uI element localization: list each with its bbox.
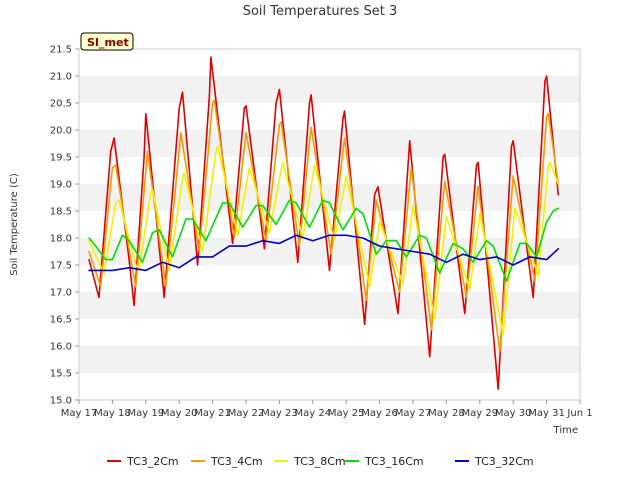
series-layer: [88, 56, 560, 390]
y-tick-label: 16.0: [50, 342, 72, 353]
grid-band: [79, 76, 580, 103]
y-tick-label: 19.5: [50, 153, 72, 164]
series-line-tc3-16cm: [88, 199, 560, 282]
y-tick-label: 15.5: [50, 369, 72, 380]
x-tick-label: May 21: [194, 408, 231, 419]
x-tick-label: May 25: [328, 408, 365, 419]
x-tick-label: May 18: [94, 408, 131, 419]
y-tick-label: 21.5: [50, 45, 72, 56]
x-tick-label: May 24: [295, 408, 332, 419]
grid-band: [79, 103, 580, 130]
x-tick-label: May 23: [261, 408, 298, 419]
legend-label: TC3_4Cm: [210, 455, 263, 468]
plot-area: [78, 48, 581, 401]
legend-label: TC3_16Cm: [364, 455, 424, 468]
x-tick-label: May 29: [462, 408, 499, 419]
x-tick-label: Jun 1: [566, 408, 592, 419]
legend-label: TC3_2Cm: [126, 455, 179, 468]
series-line-tc3-32cm: [88, 234, 560, 272]
grid-band: [79, 157, 580, 184]
grid-band: [79, 184, 580, 211]
chart-title: Soil Temperatures Set 3: [243, 4, 398, 19]
y-tick-label: 19.0: [50, 180, 72, 191]
x-tick-label: May 26: [361, 408, 398, 419]
x-tick-label: May 27: [395, 408, 432, 419]
y-axis: 15.0 15.5 16.0 16.5 17.0 17.5 18.0 18.5 19.0 19.5…: [50, 45, 79, 407]
grid-band: [79, 49, 580, 76]
x-tick-label: May 22: [228, 408, 265, 419]
y-tick-label: 18.5: [50, 207, 72, 218]
x-tick-label: May 31: [528, 408, 565, 419]
y-tick-label: 16.5: [50, 315, 72, 326]
series-line-tc3-2cm: [88, 56, 560, 390]
grid-band: [79, 373, 580, 400]
y-axis-label: Soil Temperature (C): [9, 173, 20, 276]
x-tick-label: May 28: [428, 408, 465, 419]
y-tick-label: 20.0: [50, 126, 72, 137]
legend-label: TC3_32Cm: [474, 455, 534, 468]
legend-label: TC3_8Cm: [293, 455, 346, 468]
y-tick-label: 15.0: [50, 396, 72, 407]
series-line-tc3-8cm: [88, 145, 560, 336]
x-tick-label: May 19: [128, 408, 165, 419]
x-tick-label: May 30: [495, 408, 532, 419]
grid-band: [79, 130, 580, 157]
y-tick-label: 21.0: [50, 72, 72, 83]
site-badge-box: [80, 32, 134, 51]
site-badge-label: SI_met: [87, 36, 129, 49]
x-tick-label: May 20: [161, 408, 198, 419]
y-tick-label: 17.0: [50, 288, 72, 299]
y-tick-label: 17.5: [50, 261, 72, 272]
legend: TC3_2Cm TC3_4Cm TC3_8Cm TC3_16Cm TC3_32Cm: [107, 455, 534, 468]
y-tick-label: 20.5: [50, 99, 72, 110]
y-tick-label: 18.0: [50, 234, 72, 245]
grid-band: [79, 346, 580, 373]
x-axis-label: Time: [553, 425, 578, 436]
site-badge: SI_met: [80, 32, 134, 51]
x-tick-label: May 17: [61, 408, 98, 419]
